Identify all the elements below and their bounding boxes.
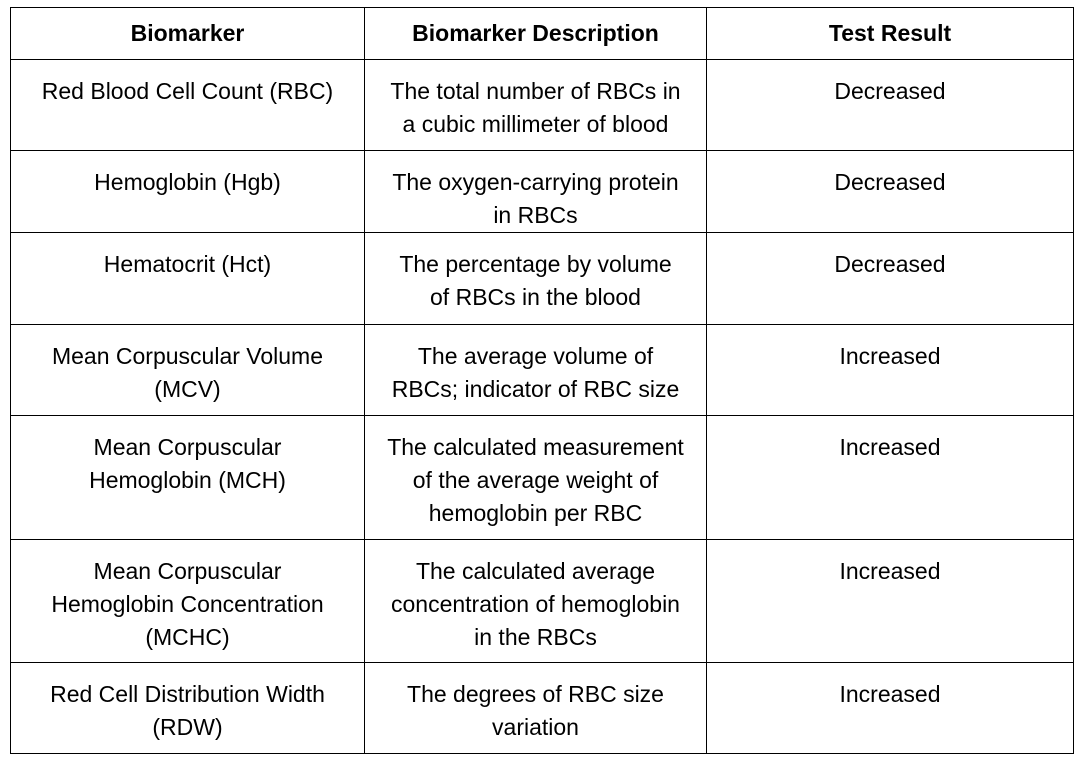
description-line: in RBCs <box>493 202 578 228</box>
result-value: Increased <box>839 558 941 584</box>
description-line: The degrees of RBC size <box>407 681 664 707</box>
biomarker-cell: Mean Corpuscular Volume (MCV) <box>10 324 365 416</box>
biomarker-line: (RDW) <box>152 714 223 740</box>
description-line: The calculated average <box>415 558 656 584</box>
table-row: Hematocrit (Hct) The percentage by volum… <box>10 232 1074 325</box>
description-line: hemoglobin per RBC <box>428 500 643 526</box>
header-test-result: Test Result <box>706 7 1074 60</box>
biomarker-line: Hematocrit (Hct) <box>103 251 272 277</box>
description-cell: The average volume of RBCs; indicator of… <box>364 324 707 416</box>
biomarker-cell: Red Blood Cell Count (RBC) <box>10 59 365 151</box>
table-row: Red Cell Distribution Width (RDW) The de… <box>10 662 1074 754</box>
result-cell: Increased <box>706 415 1074 540</box>
biomarker-line: Hemoglobin (Hgb) <box>94 169 281 195</box>
biomarker-cell: Hemoglobin (Hgb) <box>10 150 365 233</box>
description-cell: The oxygen-carrying protein in RBCs <box>364 150 707 233</box>
result-cell: Decreased <box>706 59 1074 151</box>
result-value: Decreased <box>834 78 946 104</box>
description-line: The average volume of <box>417 343 654 369</box>
header-biomarker: Biomarker <box>10 7 365 60</box>
description-line: in the RBCs <box>474 624 597 650</box>
biomarker-cell: Mean Corpuscular Hemoglobin Concentratio… <box>10 539 365 663</box>
description-line: variation <box>492 714 579 740</box>
result-value: Increased <box>839 434 941 460</box>
table-row: Red Blood Cell Count (RBC) The total num… <box>10 59 1074 151</box>
biomarker-line: (MCHC) <box>145 624 230 650</box>
result-value: Decreased <box>834 251 946 277</box>
result-value: Increased <box>839 681 941 707</box>
description-line: concentration of hemoglobin <box>391 591 680 617</box>
description-line: The calculated measurement <box>387 434 684 460</box>
description-cell: The percentage by volume of RBCs in the … <box>364 232 707 325</box>
table-row: Mean Corpuscular Volume (MCV) The averag… <box>10 324 1074 416</box>
description-line: of RBCs in the blood <box>430 284 641 310</box>
result-cell: Increased <box>706 324 1074 416</box>
table-row: Mean Corpuscular Hemoglobin (MCH) The ca… <box>10 415 1074 540</box>
table-row: Hemoglobin (Hgb) The oxygen-carrying pro… <box>10 150 1074 233</box>
description-cell: The degrees of RBC size variation <box>364 662 707 754</box>
result-value: Decreased <box>834 169 946 195</box>
biomarker-line: Hemoglobin Concentration <box>51 591 324 617</box>
description-cell: The calculated measurement of the averag… <box>364 415 707 540</box>
result-cell: Decreased <box>706 150 1074 233</box>
header-biomarker-description: Biomarker Description <box>364 7 707 60</box>
biomarker-line: Mean Corpuscular <box>93 558 282 584</box>
result-cell: Increased <box>706 539 1074 663</box>
biomarker-cell: Red Cell Distribution Width (RDW) <box>10 662 365 754</box>
result-cell: Increased <box>706 662 1074 754</box>
biomarker-line: Mean Corpuscular Volume <box>51 343 324 369</box>
biomarker-line: Mean Corpuscular <box>93 434 282 460</box>
biomarker-cell: Mean Corpuscular Hemoglobin (MCH) <box>10 415 365 540</box>
description-line: The percentage by volume <box>399 251 672 277</box>
result-value: Increased <box>839 343 941 369</box>
table-row: Mean Corpuscular Hemoglobin Concentratio… <box>10 539 1074 663</box>
biomarker-line: (MCV) <box>154 376 221 402</box>
biomarker-line: Red Cell Distribution Width <box>50 681 325 707</box>
biomarker-line: Red Blood Cell Count (RBC) <box>41 78 334 104</box>
result-cell: Decreased <box>706 232 1074 325</box>
description-line: of the average weight of <box>412 467 659 493</box>
biomarker-line: Hemoglobin (MCH) <box>89 467 286 493</box>
description-line: The oxygen-carrying protein <box>392 169 679 195</box>
description-cell: The calculated average concentration of … <box>364 539 707 663</box>
table-header-row: Biomarker Biomarker Description Test Res… <box>10 7 1074 60</box>
description-line: The total number of RBCs in <box>390 78 681 104</box>
description-line: RBCs; indicator of RBC size <box>391 376 680 402</box>
biomarker-table: Biomarker Biomarker Description Test Res… <box>10 7 1074 754</box>
description-line: a cubic millimeter of blood <box>402 111 669 137</box>
biomarker-cell: Hematocrit (Hct) <box>10 232 365 325</box>
description-cell: The total number of RBCs in a cubic mill… <box>364 59 707 151</box>
